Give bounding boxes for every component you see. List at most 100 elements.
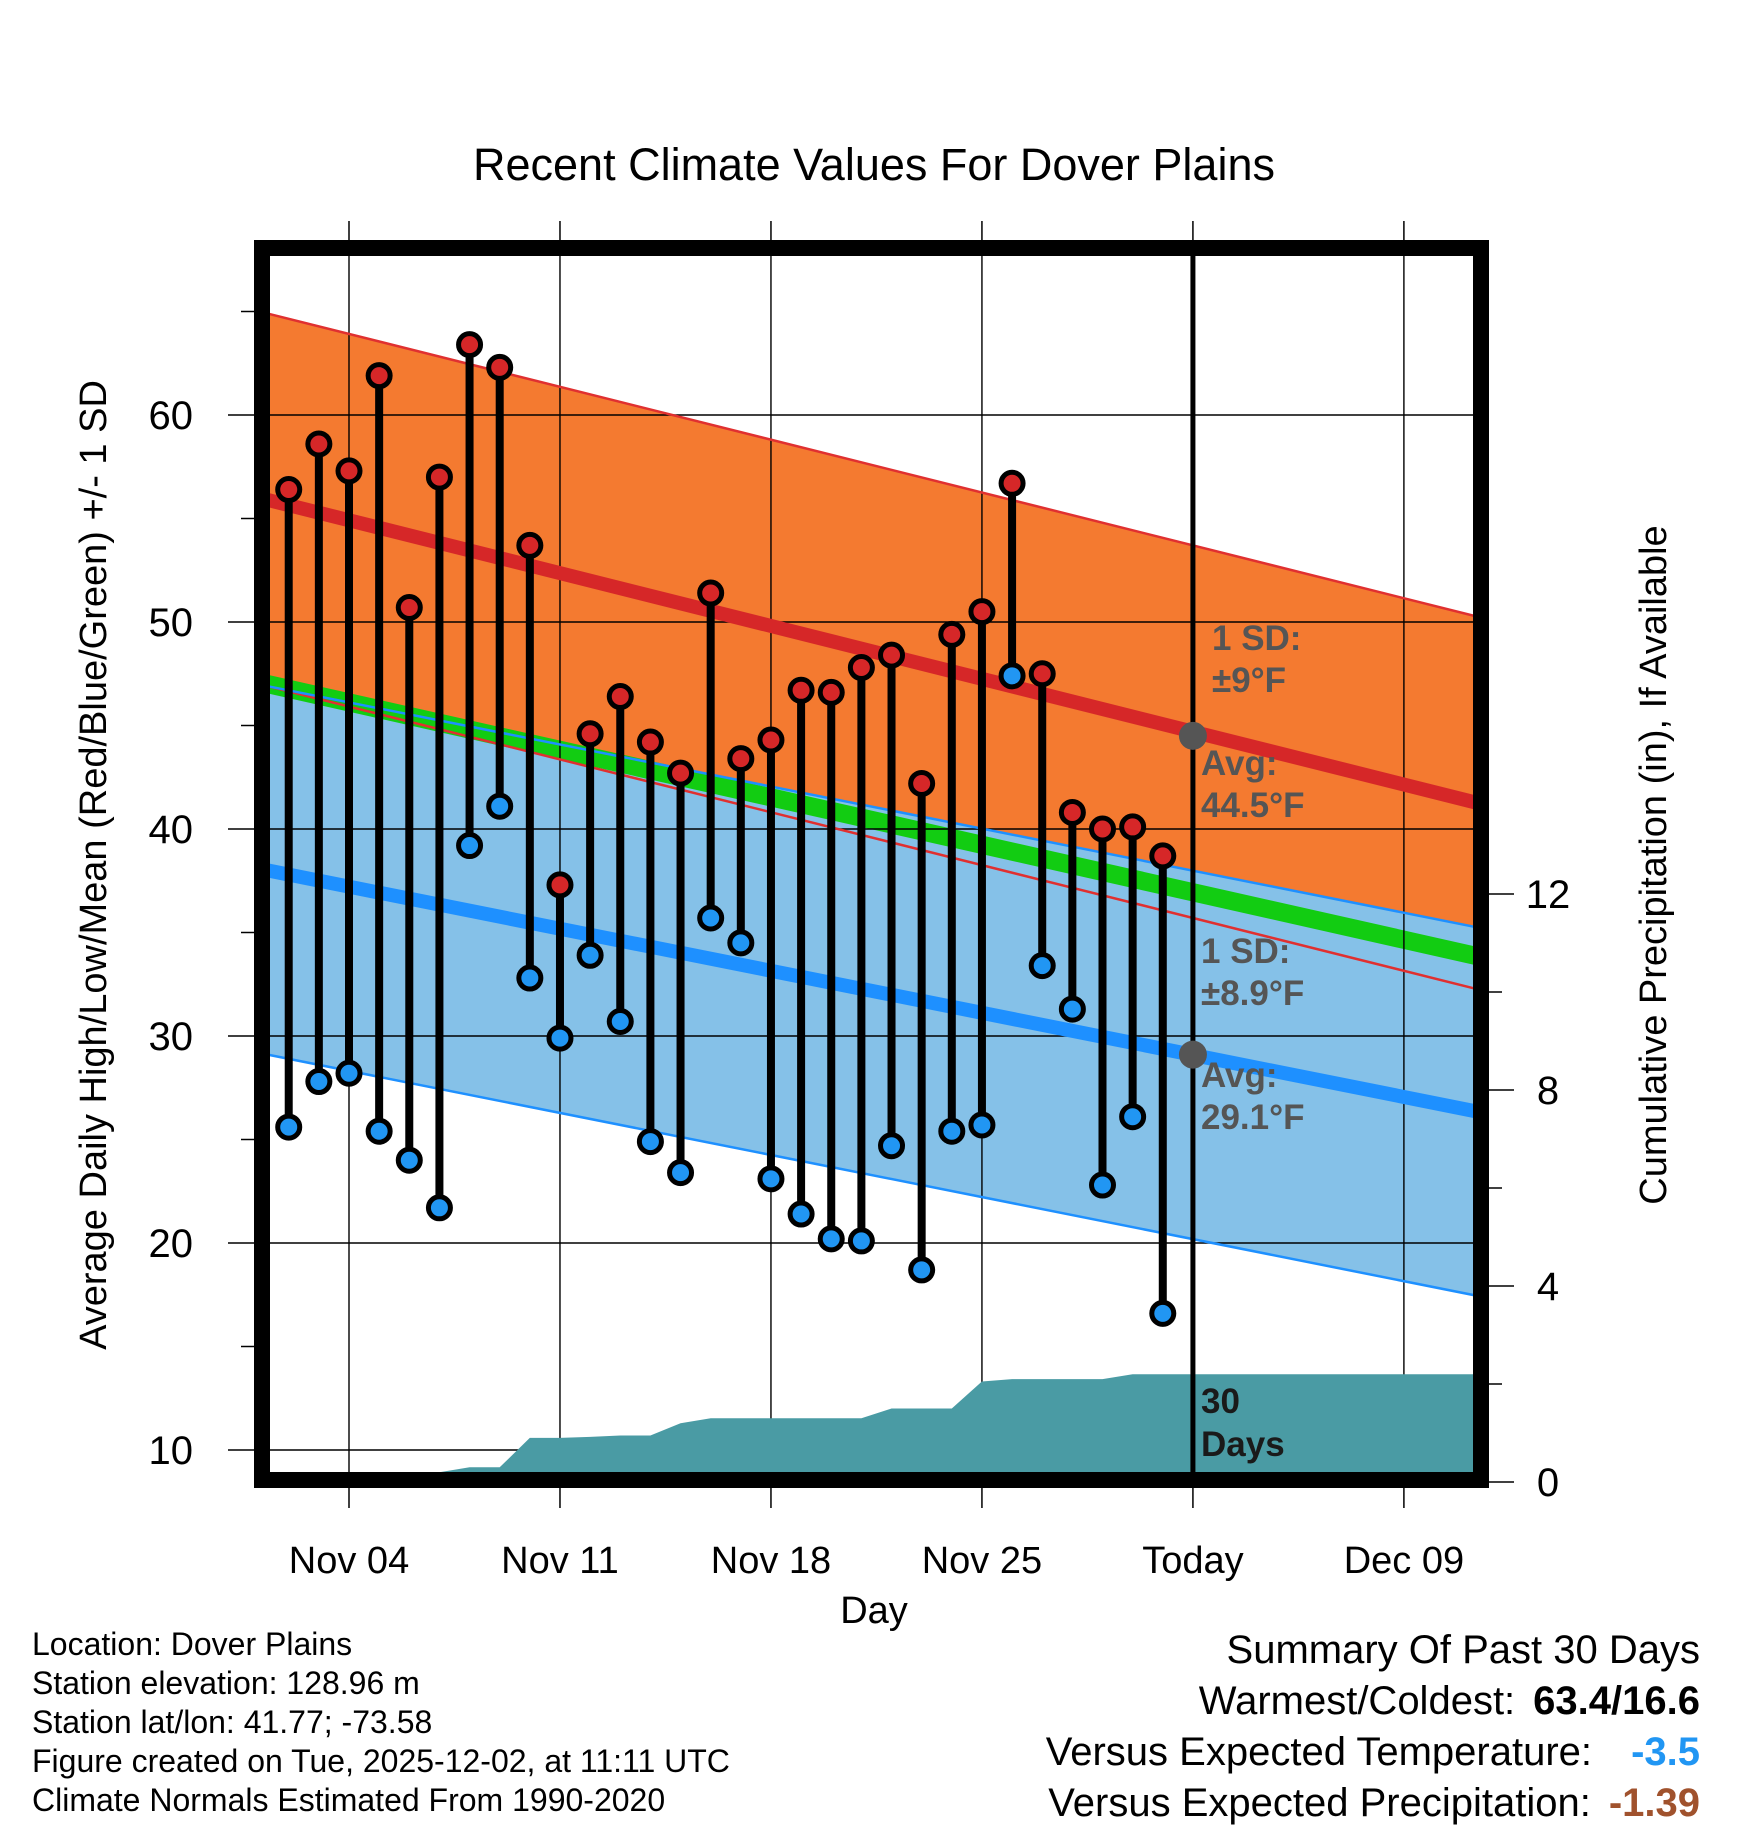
daily-high-marker: [998, 469, 1026, 497]
daily-high-marker: [667, 759, 695, 787]
today-high-avg-marker: [1178, 721, 1207, 750]
daily-high-marker: [486, 353, 514, 381]
warm-cold-label: Warmest/Coldest:: [1198, 1679, 1516, 1723]
daily-high-marker: [1149, 842, 1177, 870]
daily-high-marker: [847, 654, 875, 682]
plot-area: 1 SD: ±9°F Avg: 44.5°F 1 SD: ±8.9°F Avg:…: [262, 248, 1481, 1480]
daily-high-marker: [727, 745, 755, 773]
daily-high-marker: [305, 430, 333, 458]
station-info: Location: Dover Plains Station elevation…: [32, 1625, 730, 1820]
station-latlon: Station lat/lon: 41.77; -73.58: [32, 1704, 433, 1740]
y-tick-label: 50: [149, 601, 194, 645]
low-sd-value: ±8.9°F: [1201, 974, 1304, 1013]
x-tick-label: Nov 18: [711, 1540, 831, 1582]
y-tick-label: 60: [149, 394, 194, 438]
window-days-label: Days: [1201, 1425, 1285, 1464]
daily-low-marker: [1028, 952, 1056, 980]
summary-warm-cold-row: Warmest/Coldest: 63.4/16.6: [1046, 1676, 1700, 1727]
y-tick-label: 20: [149, 1222, 194, 1266]
daily-low-marker: [757, 1165, 785, 1193]
daily-high-marker: [516, 531, 544, 559]
daily-low-marker: [938, 1117, 966, 1145]
daily-high-marker: [1058, 798, 1086, 826]
daily-high-marker: [636, 728, 664, 756]
precip-delta-value: -1.39: [1608, 1781, 1700, 1825]
high-avg-label: Avg:: [1201, 744, 1277, 783]
y2-tick-label: 12: [1526, 873, 1571, 917]
warm-cold-value: 63.4/16.6: [1533, 1679, 1700, 1723]
normal-low-line: [266, 863, 1481, 1120]
daily-high-marker: [938, 620, 966, 648]
temp-delta-value: -3.5: [1631, 1730, 1700, 1774]
daily-low-marker: [998, 662, 1026, 690]
daily-low-marker: [365, 1117, 393, 1145]
x-tick-label: Dec 09: [1344, 1540, 1464, 1582]
daily-high-marker: [697, 579, 725, 607]
daily-low-marker: [606, 1008, 634, 1036]
daily-low-marker: [1119, 1103, 1147, 1131]
daily-low-marker: [878, 1132, 906, 1160]
daily-high-marker: [365, 362, 393, 390]
x-tick-label: Nov 11: [501, 1540, 619, 1582]
y-axis-label: Average Daily High/Low/Mean (Red/Blue/Gr…: [73, 380, 115, 1350]
daily-low-marker: [456, 832, 484, 860]
daily-high-marker: [546, 871, 574, 899]
daily-low-marker: [1149, 1299, 1177, 1327]
daily-low-marker: [968, 1111, 996, 1139]
daily-low-marker: [697, 904, 725, 932]
daily-high-marker: [1089, 815, 1116, 843]
daily-low-marker: [1058, 995, 1086, 1023]
high-sd-label: 1 SD:: [1212, 619, 1301, 658]
daily-high-marker: [1028, 660, 1056, 688]
low-sd-label: 1 SD:: [1201, 932, 1290, 971]
daily-low-marker: [546, 1024, 574, 1052]
window-days-number: 30: [1201, 1382, 1240, 1421]
daily-high-marker: [817, 678, 845, 706]
daily-high-marker: [878, 641, 906, 669]
precip-delta-label: Versus Expected Precipitation:: [1048, 1781, 1591, 1825]
daily-low-marker: [787, 1200, 815, 1228]
daily-low-marker: [486, 792, 514, 820]
cumulative-precip-area: [373, 1374, 1481, 1480]
daily-low-marker: [275, 1113, 303, 1141]
daily-low-marker: [636, 1128, 664, 1156]
today-low-avg-marker: [1178, 1040, 1207, 1069]
climate-normals-period: Climate Normals Estimated From 1990-2020: [32, 1782, 666, 1818]
figure-created: Figure created on Tue, 2025-12-02, at 11…: [32, 1743, 730, 1779]
daily-high-marker: [606, 683, 634, 711]
x-tick-label: Nov 25: [922, 1540, 1042, 1582]
daily-low-marker: [425, 1194, 453, 1222]
axes: Nov 04 Nov 11 Nov 18 Nov 25 Today Dec 09 10 20 3…: [149, 221, 1571, 1582]
chart-title: Recent Climate Values For Dover Plains: [473, 139, 1275, 190]
station-location: Location: Dover Plains: [32, 1626, 353, 1662]
daily-low-marker: [727, 929, 755, 957]
daily-high-marker: [395, 594, 423, 622]
y2-tick-label: 4: [1537, 1265, 1559, 1309]
daily-high-marker: [275, 476, 303, 504]
daily-high-marker: [456, 331, 484, 359]
daily-low-marker: [516, 964, 544, 992]
daily-high-marker: [757, 726, 785, 754]
daily-high-marker: [968, 598, 996, 626]
x-tick-label: Nov 04: [289, 1540, 409, 1582]
daily-high-marker: [908, 769, 936, 797]
temp-delta-label: Versus Expected Temperature:: [1045, 1730, 1592, 1774]
high-avg-value: 44.5°F: [1201, 786, 1305, 825]
daily-low-marker: [908, 1256, 936, 1284]
y-tick-label: 30: [149, 1015, 194, 1059]
y2-axis-label: Cumulative Precipitation (in), If Availa…: [1633, 525, 1675, 1204]
summary-title: Summary Of Past 30 Days: [1226, 1628, 1700, 1672]
summary-panel: Summary Of Past 30 Days Warmest/Coldest:…: [1046, 1625, 1700, 1829]
y-tick-label: 40: [149, 808, 194, 852]
daily-low-marker: [335, 1059, 363, 1087]
low-band-lower-edge: [267, 1053, 1481, 1298]
daily-low-marker: [395, 1146, 423, 1174]
daily-low-marker: [576, 941, 604, 969]
station-elevation: Station elevation: 128.96 m: [32, 1665, 420, 1701]
plot-frame: [254, 240, 1489, 1488]
daily-temperature-bars: [275, 331, 1177, 1327]
y2-tick-label: 8: [1537, 1069, 1559, 1113]
daily-low-marker: [847, 1227, 875, 1255]
low-avg-value: 29.1°F: [1201, 1098, 1305, 1137]
